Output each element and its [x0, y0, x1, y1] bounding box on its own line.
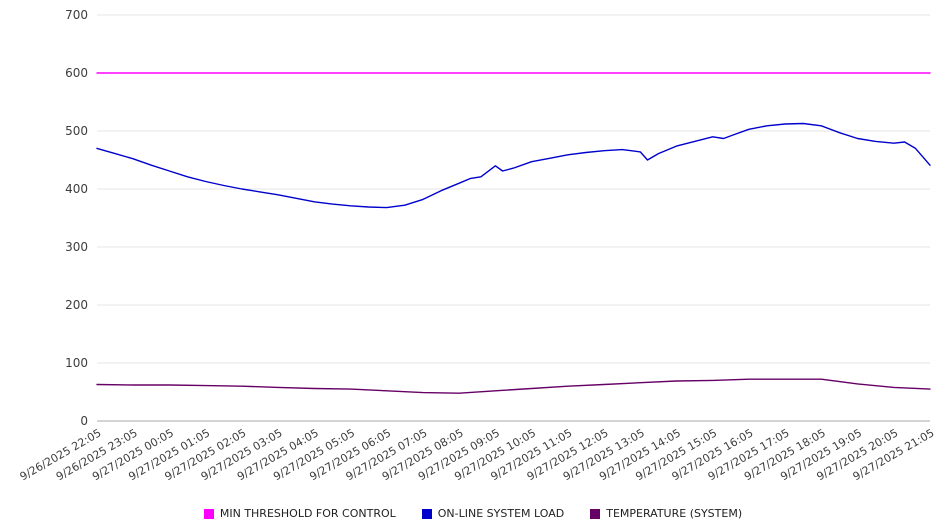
y-axis-tick-label: 300 — [65, 240, 88, 254]
legend-swatch-system-load-icon — [421, 508, 432, 519]
legend-swatch-temperature-icon — [590, 508, 601, 519]
series-line-1 — [96, 122, 931, 209]
series-line-2 — [96, 378, 931, 394]
y-axis-tick-label: 500 — [65, 124, 88, 138]
y-axis-tick-label: 100 — [65, 356, 88, 370]
legend-label-min-threshold: MIN THRESHOLD FOR CONTROL — [219, 507, 396, 520]
legend-item-min-threshold[interactable]: MIN THRESHOLD FOR CONTROL — [203, 507, 396, 520]
y-axis-tick-label: 700 — [65, 8, 88, 22]
legend-label-temperature: TEMPERATURE (SYSTEM) — [606, 507, 743, 520]
y-axis-tick-label: 0 — [80, 414, 88, 428]
legend-label-system-load: ON-LINE SYSTEM LOAD — [437, 507, 565, 520]
legend-item-temperature[interactable]: TEMPERATURE (SYSTEM) — [590, 507, 742, 520]
y-axis-tick-label: 600 — [65, 66, 88, 80]
legend-swatch-min-threshold-icon — [203, 508, 214, 519]
chart-legend: MIN THRESHOLD FOR CONTROL ON-LINE SYSTEM… — [0, 507, 946, 520]
legend-item-system-load[interactable]: ON-LINE SYSTEM LOAD — [421, 507, 565, 520]
y-axis-tick-label: 400 — [65, 182, 88, 196]
y-axis-tick-label: 200 — [65, 298, 88, 312]
